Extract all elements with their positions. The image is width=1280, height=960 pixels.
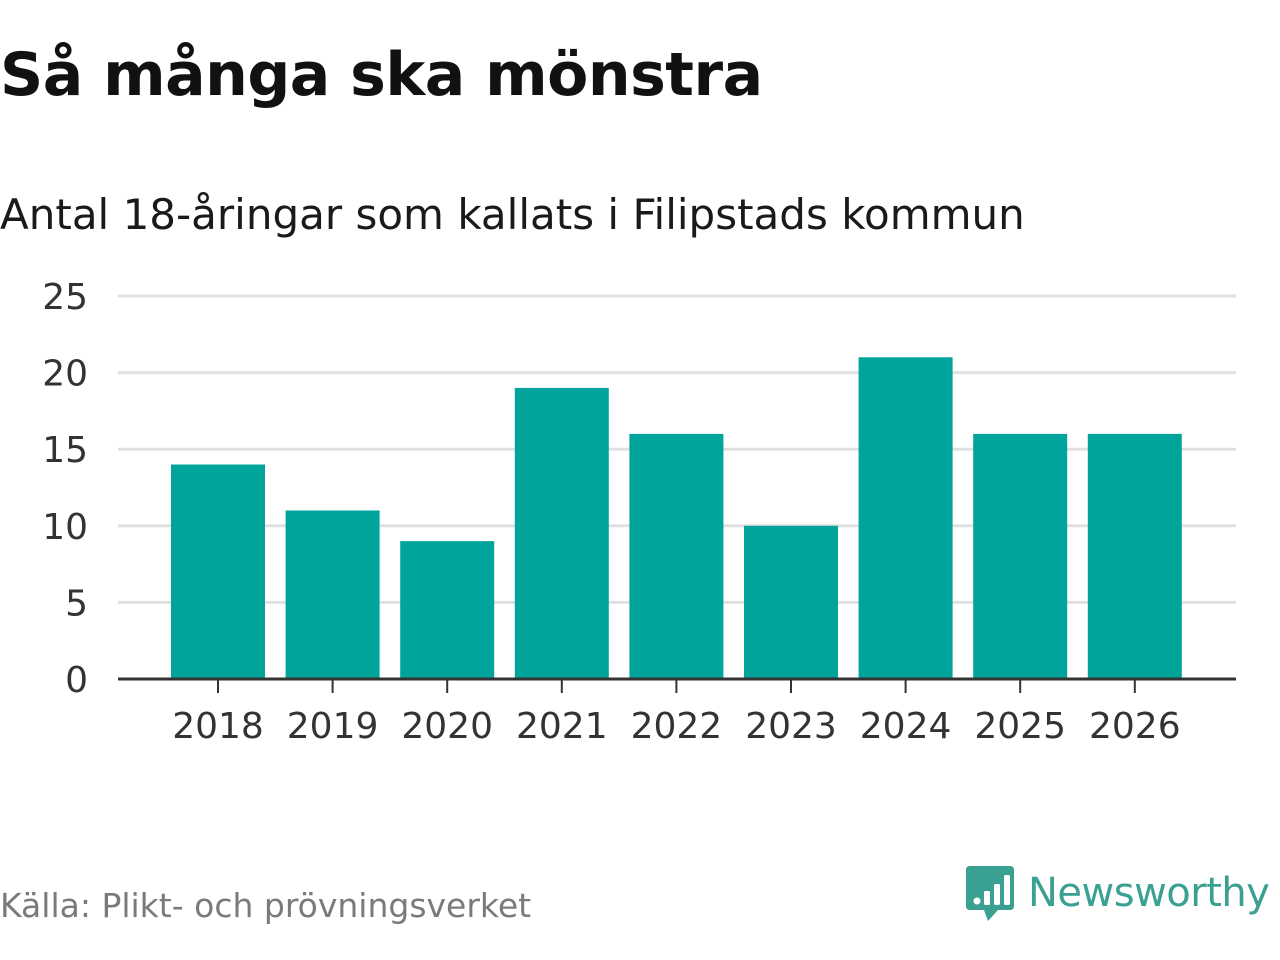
x-tick-labels: 2018 2019 2020 2021 2022 2023 2024 2025 2026	[172, 706, 1180, 747]
bar-2026	[1087, 433, 1182, 679]
x-tick-label: 2019	[287, 706, 379, 747]
y-tick-label: 0	[65, 660, 88, 701]
x-tick-label: 2022	[631, 706, 723, 747]
bar-2018	[171, 464, 265, 679]
x-tick-label: 2020	[401, 706, 493, 747]
bar-2021	[514, 387, 609, 679]
y-tick-label: 15	[42, 430, 88, 471]
y-tick-labels: 0 5 10 15 20 25	[42, 277, 88, 701]
bar-2022	[629, 433, 724, 679]
y-tick-label: 5	[65, 583, 88, 624]
brand-name: Newsworthy	[1028, 870, 1270, 916]
bar-2020	[400, 541, 495, 679]
y-tick-label: 10	[42, 507, 88, 548]
x-tick-label: 2024	[860, 706, 952, 747]
chart-title: Så många ska mönstra	[0, 40, 763, 110]
y-tick-label: 20	[42, 354, 88, 395]
bar-2025	[973, 433, 1068, 679]
x-axis	[118, 677, 1236, 693]
bar-2019	[285, 510, 380, 679]
brand-logo: Newsworthy	[964, 864, 1270, 922]
bar-2024	[858, 357, 953, 679]
y-tick-label: 25	[42, 277, 88, 318]
source-note: Källa: Plikt- och prövningsverket	[0, 886, 532, 925]
chart-subtitle: Antal 18-åringar som kallats i Filipstad…	[0, 190, 1025, 239]
x-tick-label: 2021	[516, 706, 608, 747]
x-tick-label: 2023	[745, 706, 837, 747]
newsworthy-logo-icon	[966, 866, 1014, 921]
x-tick-label: 2026	[1089, 706, 1181, 747]
bar-2023	[744, 525, 838, 679]
x-tick-label: 2018	[172, 706, 264, 747]
bars	[171, 357, 1182, 679]
x-tick-label: 2025	[974, 706, 1066, 747]
